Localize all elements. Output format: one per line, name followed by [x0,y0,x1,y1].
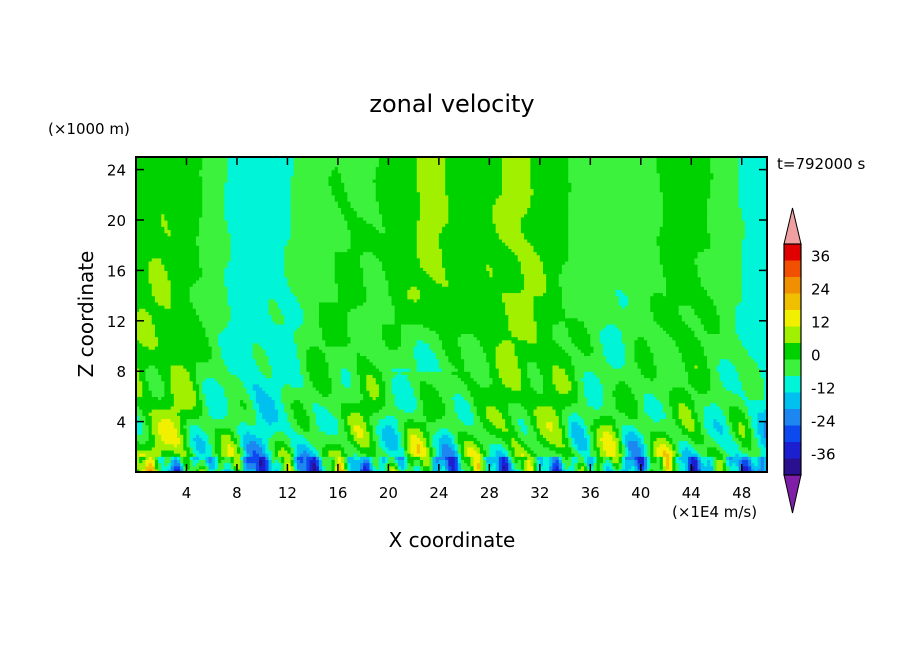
chart-title: zonal velocity [369,90,534,118]
y-unit-label: (×1000 m) [48,120,130,138]
time-label: t=792000 s [777,155,865,173]
x-unit-label: (×1E4 m/s) [672,503,757,521]
y-axis-label: Z coordinate [74,251,98,378]
x-axis-label: X coordinate [389,528,516,552]
velocity-field [136,157,768,473]
